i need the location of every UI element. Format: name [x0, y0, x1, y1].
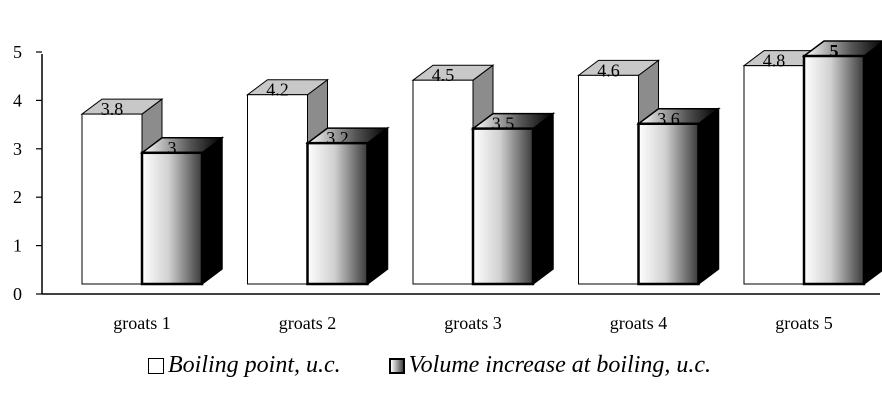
bar-front — [637, 122, 700, 286]
data-label-volume-increase: 5 — [830, 41, 839, 61]
bar-side — [366, 126, 389, 286]
legend: Boiling point, u.c. Volume increase at b… — [148, 352, 759, 379]
y-tick-label: 1 — [13, 236, 22, 256]
data-label-boiling-point: 4.8 — [763, 51, 786, 71]
bar-volume-increase — [305, 126, 390, 286]
legend-label-boiling-point: Boiling point, u.c. — [168, 352, 341, 378]
data-label-boiling-point: 4.5 — [432, 65, 455, 85]
bar-front — [81, 113, 143, 285]
data-label-volume-increase: 3.6 — [657, 109, 680, 129]
data-label-boiling-point: 4.2 — [266, 80, 289, 100]
data-label-volume-increase: 3 — [168, 138, 177, 158]
bar-side — [863, 41, 882, 286]
bar-front — [306, 141, 369, 286]
bar-side — [697, 107, 720, 286]
bars — [80, 40, 882, 286]
y-tick-label: 3 — [13, 139, 22, 159]
y-tick-label: 5 — [13, 42, 22, 62]
bar-front — [743, 65, 805, 285]
legend-item-volume-increase: Volume increase at boiling, u.c. — [388, 352, 712, 379]
y-tick-label: 4 — [13, 90, 22, 110]
data-labels: 3.8 3 4.2 3.2 4.5 3.5 4.6 3.6 4.8 5 — [101, 41, 839, 158]
y-tick-label: 2 — [13, 187, 22, 207]
bar-front — [247, 94, 308, 285]
legend-item-boiling-point: Boiling point, u.c. — [148, 352, 341, 379]
bar-volume-increase — [139, 136, 225, 286]
bar-front — [140, 151, 204, 286]
bar-front — [578, 74, 639, 285]
bar-front — [412, 79, 474, 285]
legend-label-volume-increase: Volume increase at boiling, u.c. — [408, 352, 712, 378]
legend-swatch-boiling-point — [148, 357, 164, 374]
data-label-boiling-point: 4.6 — [597, 60, 620, 80]
data-label-boiling-point: 3.8 — [101, 99, 124, 119]
x-tick-label: groats 5 — [775, 313, 833, 333]
legend-swatch-volume-increase — [388, 357, 405, 374]
x-tick-label: groats 4 — [610, 313, 668, 333]
bar-side — [532, 112, 554, 286]
bar-boiling-point — [80, 98, 164, 285]
x-tick-label: groats 2 — [279, 313, 337, 333]
x-tick-label: groats 1 — [113, 313, 171, 333]
bar-front — [471, 127, 535, 286]
axes: 0 1 2 3 4 5 groats 1 groats 2 groats 3 groats 4 gr… — [13, 42, 880, 333]
x-tick-label: groats 3 — [444, 313, 502, 333]
data-label-volume-increase: 3.2 — [326, 128, 349, 148]
bar-front — [802, 54, 866, 286]
bar-volume-increase — [636, 107, 721, 286]
data-label-volume-increase: 3.5 — [492, 114, 515, 134]
bar-volume-increase — [470, 112, 556, 286]
bar-side — [201, 136, 223, 286]
y-tick-label: 0 — [13, 284, 22, 304]
bar-volume-increase — [801, 40, 882, 286]
